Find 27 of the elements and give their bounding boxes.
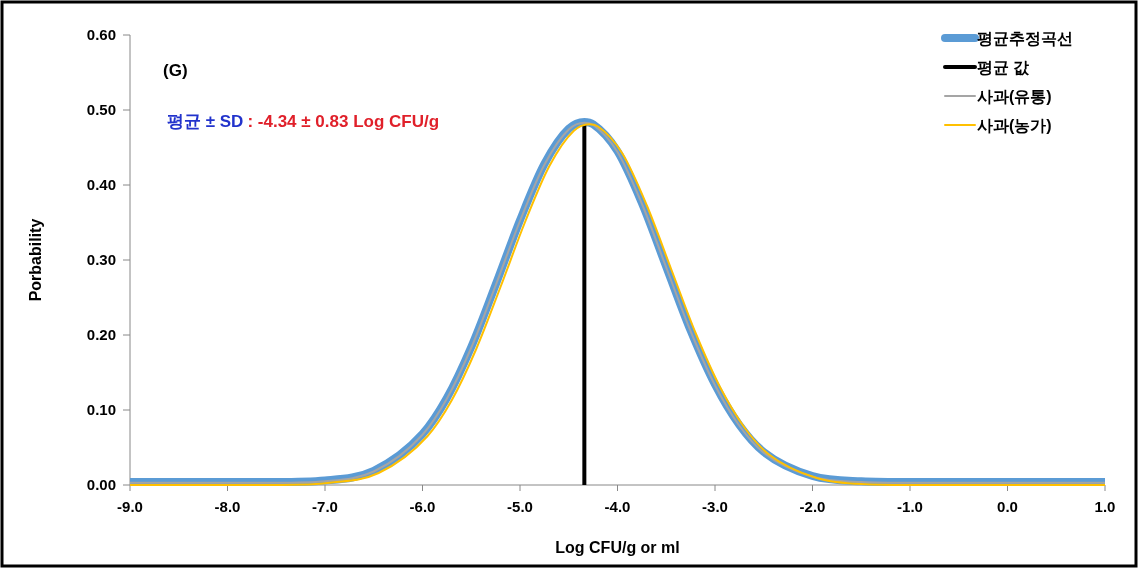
- legend-label: 사과(농가): [977, 117, 1052, 134]
- x-tick-label: 0.0: [997, 498, 1018, 515]
- annotation: 평균 ± SD: [167, 112, 244, 131]
- y-tick-label: 0.00: [86, 476, 116, 493]
- legend-label: 평균추정곡선: [977, 30, 1073, 47]
- y-axis-title: Porbability: [27, 218, 44, 302]
- y-tick-label: 0.40: [86, 176, 116, 193]
- y-tick-label: 0.20: [86, 326, 116, 343]
- x-tick-label: -2.0: [799, 498, 826, 515]
- legend-label: 평균 값: [977, 59, 1031, 76]
- annotation: (G): [163, 61, 188, 80]
- x-tick-label: -4.0: [604, 498, 631, 515]
- x-tick-label: -8.0: [214, 498, 241, 515]
- x-tick-label: -5.0: [507, 498, 533, 515]
- y-tick-label: 0.10: [86, 401, 116, 418]
- x-tick-label: -1.0: [897, 498, 923, 515]
- x-tick-label: -7.0: [312, 498, 338, 515]
- y-tick-label: 0.60: [86, 26, 116, 43]
- y-tick-label: 0.50: [86, 101, 116, 118]
- x-tick-label: -3.0: [702, 498, 728, 515]
- x-tick-label: -6.0: [409, 498, 436, 515]
- legend-label: 사과(유통): [977, 88, 1052, 105]
- annotation: : -4.34 ± 0.83 Log CFU/g: [247, 112, 440, 131]
- x-tick-label: -9.0: [117, 498, 143, 515]
- y-tick-label: 0.30: [86, 251, 116, 268]
- x-tick-label: 1.0: [1094, 498, 1116, 515]
- x-axis-title: Log CFU/g or ml: [555, 539, 680, 556]
